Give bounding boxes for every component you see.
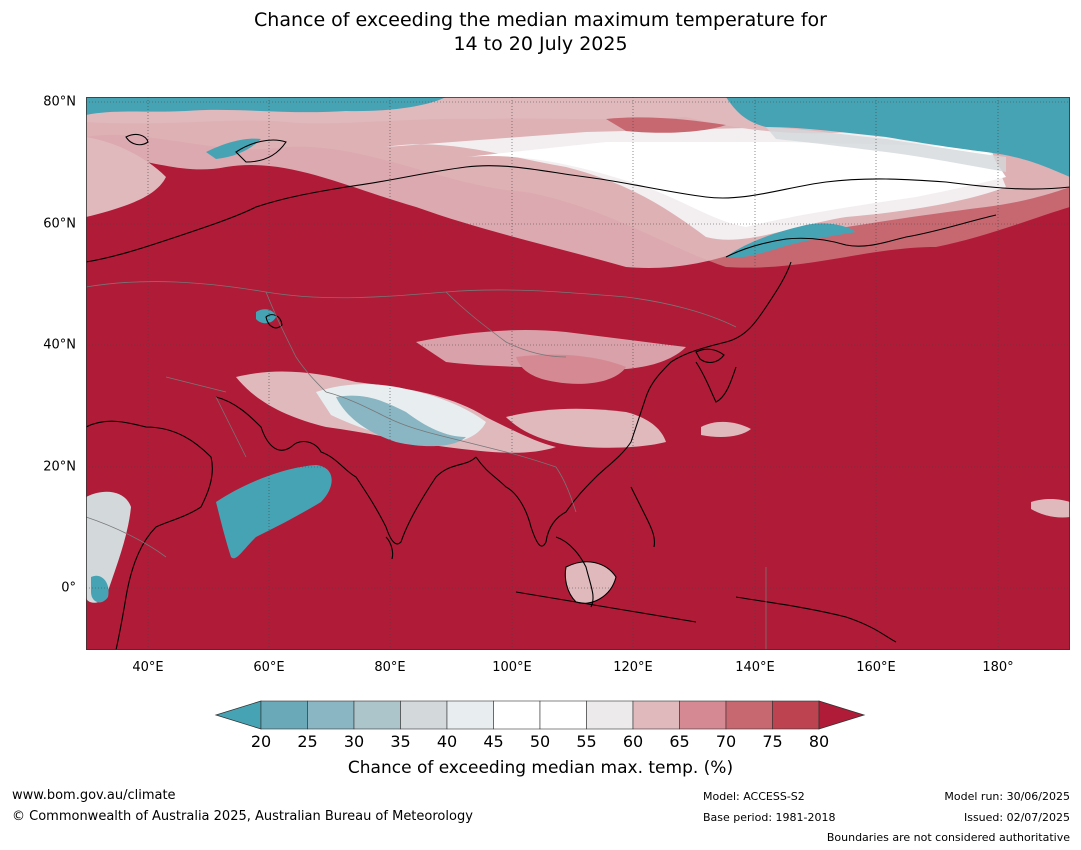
colorbar-segment-35_40 — [400, 700, 448, 730]
colorbar-segment-50_55 — [539, 700, 587, 730]
arctic-east-neutral — [766, 127, 1006, 172]
colorbar-tick-25: 25 — [297, 732, 318, 751]
lon-label-160e: 160°E — [856, 660, 896, 675]
arctic-east-cool — [726, 97, 1070, 177]
lat-label-80n: 80°N — [43, 94, 76, 110]
lat-label-equator: 0° — [61, 580, 76, 596]
lon-label-100e: 100°E — [492, 660, 532, 675]
footer-copyright: © Commonwealth of Australia 2025, Austra… — [12, 809, 473, 824]
colorbar-segment-70_75 — [725, 700, 773, 730]
colorbar-tick-45: 45 — [483, 732, 504, 751]
east-africa-deep — [91, 575, 109, 603]
colorbar-tick-55: 55 — [576, 732, 597, 751]
arabian-sea-cool — [216, 465, 332, 559]
map-title: Chance of exceeding the median maximum t… — [0, 8, 1081, 56]
lat-label-40n: 40°N — [43, 337, 76, 353]
colorbar-segment-45_50 — [493, 700, 541, 730]
siberia-white-zone — [466, 142, 1006, 227]
pacific-patch-2 — [1031, 498, 1070, 518]
colorbar-segment-40_45 — [446, 700, 494, 730]
colorbar-arrow-low — [214, 700, 262, 730]
graticule — [86, 97, 1070, 650]
title-line-1: Chance of exceeding the median maximum t… — [254, 9, 827, 31]
lon-label-180: 180° — [982, 660, 1014, 675]
colorbar-tick-60: 60 — [622, 732, 644, 751]
pacific-patch-1 — [701, 421, 751, 437]
colorbar-tick-30: 30 — [343, 732, 365, 751]
lon-label-80e: 80°E — [374, 660, 406, 675]
colorbar-tick-35: 35 — [390, 732, 411, 751]
novaya-cool — [206, 138, 261, 159]
lon-label-140e: 140°E — [735, 660, 775, 675]
footer-website: www.bom.gov.au/climate — [12, 788, 176, 803]
lat-label-20n: 20°N — [43, 459, 76, 475]
probability-map — [86, 97, 1070, 650]
footer-model: Model: ACCESS-S2 — [703, 790, 805, 803]
colorbar-tick-70: 70 — [715, 732, 737, 751]
lat-label-60n: 60°N — [43, 216, 76, 232]
colorbar-segment-20_25 — [260, 700, 308, 730]
mongolia-light — [416, 330, 686, 370]
arctic-small-pink — [606, 117, 726, 133]
title-line-2: 14 to 20 July 2025 — [453, 33, 628, 55]
east-africa-cool — [86, 491, 131, 603]
colorbar-tick-80: 80 — [808, 732, 830, 751]
colorbar-tick-40: 40 — [436, 732, 458, 751]
footer-model-run: Model run: 30/06/2025 — [944, 790, 1070, 803]
lon-label-40e: 40°E — [132, 660, 164, 675]
okhotsk-cool — [726, 223, 856, 258]
east-china-light — [506, 408, 666, 448]
colorbar-segment-25_30 — [307, 700, 355, 730]
colorbar-segment-75_80 — [772, 700, 820, 730]
colorbar — [214, 700, 866, 730]
footer-disclaimer: Boundaries are not considered authoritat… — [826, 831, 1070, 844]
scandinavia-light — [86, 137, 166, 217]
colorbar-segment-55_60 — [586, 700, 634, 730]
colorbar-segment-60_65 — [632, 700, 680, 730]
coastlines — [86, 133, 1070, 650]
arctic-sea-cool — [86, 97, 446, 115]
colorbar-tick-50: 50 — [529, 732, 551, 751]
colorbar-segment-30_35 — [353, 700, 401, 730]
colorbar-tick-20: 20 — [250, 732, 272, 751]
north-china-light — [516, 354, 626, 384]
colorbar-tick-65: 65 — [669, 732, 690, 751]
lon-label-60e: 60°E — [253, 660, 285, 675]
colorbar-arrow-high — [818, 700, 866, 730]
colorbar-segment-65_70 — [679, 700, 727, 730]
country-borders — [86, 281, 767, 650]
lon-label-120e: 120°E — [613, 660, 653, 675]
colorbar-tick-75: 75 — [762, 732, 783, 751]
footer-issued: Issued: 02/07/2025 — [963, 811, 1070, 824]
footer-base-period: Base period: 1981-2018 — [703, 811, 836, 824]
colorbar-label: Chance of exceeding median max. temp. (%… — [347, 758, 734, 778]
